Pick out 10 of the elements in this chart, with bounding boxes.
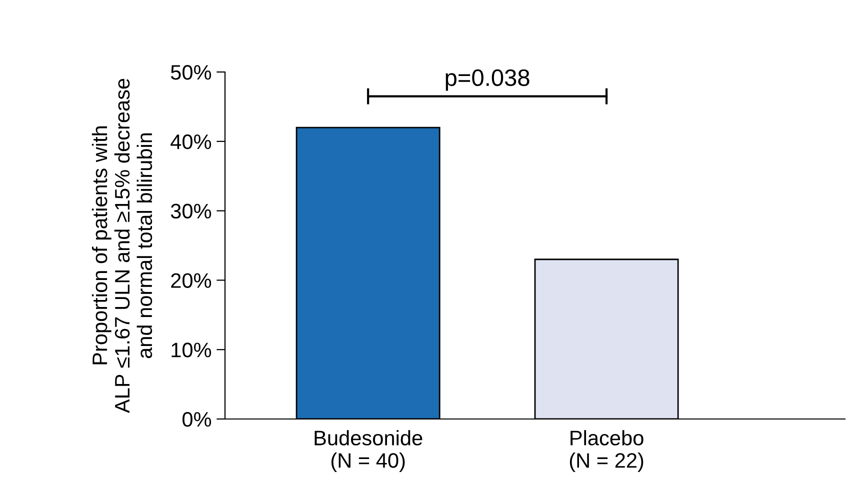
annotation: p=0.038 bbox=[446, 69, 530, 91]
y-tick-label: 0% bbox=[182, 412, 212, 427]
y-tick-label: 30% bbox=[170, 204, 212, 219]
y-tick-label: 40% bbox=[170, 134, 212, 150]
y-axis-title: Proportion of patients with ALP ≤1.67 ULN and ≥15% decrease and normal total bilirubin bbox=[92, 78, 152, 414]
x-tick-label: Budesonide (N = 40) bbox=[314, 430, 422, 472]
y-tick-label: 10% bbox=[172, 342, 212, 358]
x-tick-label: Placebo (N = 22) bbox=[570, 430, 644, 472]
y-tick-label: 20% bbox=[171, 273, 212, 288]
y-tick-label: 50% bbox=[170, 65, 212, 80]
